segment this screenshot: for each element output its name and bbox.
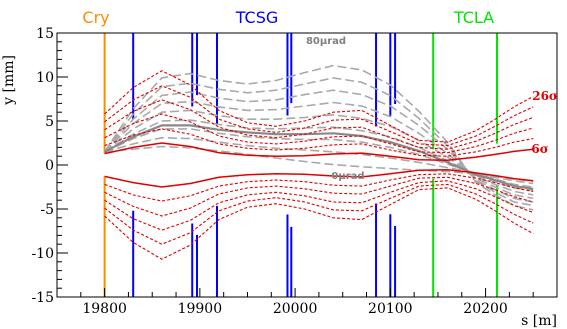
trajectory-20urad bbox=[104, 128, 534, 188]
x-tick-label: 20100 bbox=[368, 301, 413, 317]
envelope-22sigma-upper bbox=[104, 85, 534, 147]
trajectory-60urad bbox=[103, 89, 534, 203]
trajectory-40urad bbox=[104, 109, 534, 196]
y-tick-label: -15 bbox=[31, 290, 54, 306]
y-tick-label: 15 bbox=[36, 26, 54, 42]
y-tick-label: 5 bbox=[45, 114, 54, 130]
envelope-6sigma-upper bbox=[104, 142, 534, 161]
x-tick-label: 19800 bbox=[82, 301, 127, 317]
envelope-label: 6σ bbox=[531, 142, 548, 156]
trajectory-50urad bbox=[104, 100, 534, 200]
envelope-22sigma-lower bbox=[104, 183, 534, 245]
element-label-tcsg: TCSG bbox=[235, 8, 279, 27]
trajectory-highlighted bbox=[104, 124, 534, 190]
trajectory-70urad bbox=[103, 77, 534, 207]
axes: 19800 19900 20000 20100 20200 -15 -10 -5 0 5 10 15 bbox=[31, 26, 558, 317]
envelope-label: 26σ bbox=[532, 89, 558, 103]
element-label-cry: Cry bbox=[82, 8, 109, 27]
envelope-14sigma-lower bbox=[104, 176, 534, 217]
chart-labels: s [m] y [mm] Cry TCSG TCLA 26σ 6σ 80μrad 0μrad bbox=[1, 8, 558, 329]
y-axis-label: y [mm] bbox=[1, 55, 17, 106]
trajectory-30urad bbox=[104, 119, 534, 192]
y-tick-label: -10 bbox=[31, 246, 54, 262]
y-tick-label: 10 bbox=[36, 70, 54, 86]
trajectory-0urad bbox=[104, 145, 534, 183]
y-tick-label: -5 bbox=[40, 202, 54, 218]
x-tick-label: 19900 bbox=[178, 301, 223, 317]
envelope-26sigma-lower bbox=[104, 187, 534, 260]
element-label-tcla: TCLA bbox=[453, 8, 494, 27]
angle-label: 80μrad bbox=[306, 36, 346, 47]
envelope-6sigma-lower bbox=[104, 169, 534, 188]
envelope-14sigma-upper bbox=[104, 113, 534, 154]
angle-label: 0μrad bbox=[331, 171, 364, 182]
plot-clip-group bbox=[103, 33, 534, 297]
plot-area bbox=[103, 33, 534, 297]
x-tick-label: 20000 bbox=[273, 301, 318, 317]
y-tick-label: 0 bbox=[45, 158, 54, 174]
trajectory-80urad bbox=[103, 64, 534, 211]
x-axis-label: s [m] bbox=[521, 313, 557, 329]
envelope-26sigma-upper bbox=[104, 70, 534, 143]
x-tick-label: 20200 bbox=[463, 301, 508, 317]
